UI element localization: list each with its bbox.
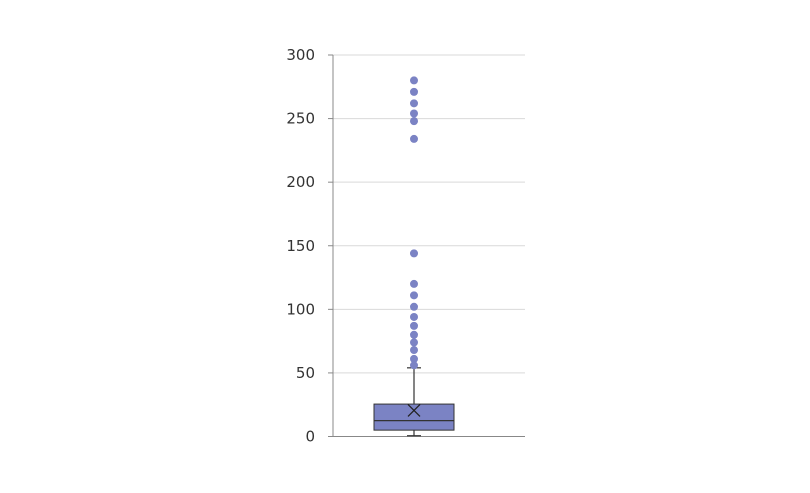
outlier-point [410, 302, 418, 311]
outlier-point [410, 312, 418, 321]
y-tick-label: 150 [286, 237, 315, 255]
outlier-point [410, 338, 418, 347]
outlier-point [410, 117, 418, 126]
outlier-point [410, 87, 418, 96]
mean-marker [407, 403, 421, 417]
outlier-point [410, 134, 418, 143]
outlier-point [410, 346, 418, 355]
outlier-point [410, 99, 418, 108]
y-tick-label: 300 [286, 46, 315, 64]
y-tick-label: 100 [286, 300, 315, 318]
outlier-point [410, 321, 418, 330]
y-tick-label: 50 [296, 364, 315, 382]
outlier-point [410, 291, 418, 300]
outlier-point [410, 330, 418, 339]
outlier-point [410, 361, 418, 370]
y-tick-label: 200 [286, 173, 315, 191]
y-tick-label: 0 [305, 428, 315, 446]
outlier-point [410, 354, 418, 363]
outlier-point [410, 109, 418, 118]
iqr-box [373, 403, 455, 431]
outlier-point [410, 249, 418, 258]
outlier-point [410, 279, 418, 288]
y-tick-label: 250 [286, 110, 315, 128]
outlier-point [410, 76, 418, 85]
